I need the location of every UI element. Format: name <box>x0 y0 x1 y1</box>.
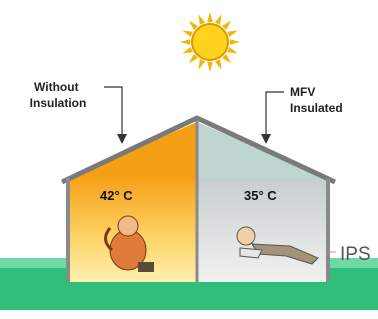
sun-ray <box>230 39 240 45</box>
sun-ray <box>199 14 206 25</box>
label-line: Insulation <box>30 96 87 110</box>
sun-ray <box>207 12 213 22</box>
page: {"labels": {"left": ["Without", "Insulat… <box>0 0 378 319</box>
arrowhead-left <box>117 134 127 144</box>
label-line: MFV <box>290 85 315 99</box>
sun-ray <box>227 31 238 38</box>
arrow-right <box>266 92 284 138</box>
sun-ray <box>182 47 193 54</box>
sun-ray <box>227 47 238 54</box>
logo: IPS <box>340 244 371 265</box>
sun-ray <box>215 14 222 25</box>
label-line: Without <box>34 80 79 94</box>
label-left: Without Insulation <box>30 80 87 110</box>
diagram: Without Insulation MFV Insulated 42° C 3… <box>0 0 378 319</box>
arrowhead-right <box>261 134 271 144</box>
sun-ray <box>182 31 193 38</box>
label-line: Insulated <box>290 101 343 115</box>
sun-ray <box>207 62 213 72</box>
sun-ray <box>180 39 190 45</box>
sun-ray <box>215 59 222 69</box>
arrow-left <box>104 87 122 138</box>
label-right: MFV Insulated <box>290 85 343 115</box>
temp-right: 35° C <box>244 188 277 203</box>
sun <box>180 12 240 72</box>
sun-ray <box>199 59 206 69</box>
temp-left: 42° C <box>100 188 133 203</box>
